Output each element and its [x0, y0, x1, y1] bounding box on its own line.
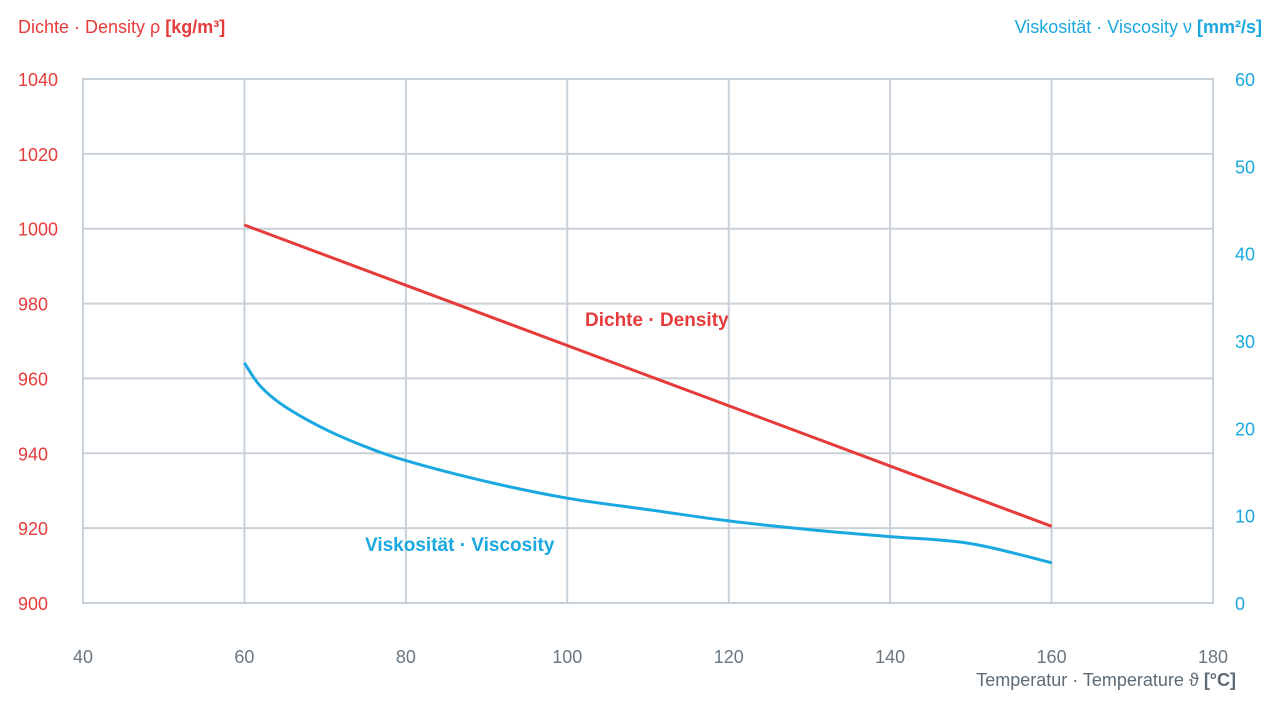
x-tick-label: 80	[396, 647, 416, 667]
y-right-tick-label: 30	[1235, 332, 1255, 352]
plot-frame	[82, 78, 1214, 604]
y-left-axis-unit: [kg/m³]	[165, 17, 226, 37]
x-tick-label: 100	[552, 647, 582, 667]
x-axis-title: Temperatur · Temperature ϑ [°C]	[976, 670, 1236, 691]
x-axis-label: Temperatur · Temperature ϑ	[976, 670, 1199, 690]
x-tick-label: 140	[875, 647, 905, 667]
y-left-tick-label: 1040	[18, 70, 58, 90]
y-left-axis-title: Dichte · Density ρ [kg/m³]	[18, 17, 225, 38]
y-left-tick-label: 900	[18, 594, 48, 614]
y-left-tick-label: 920	[18, 519, 48, 539]
y-left-tick-label: 960	[18, 369, 48, 389]
y-right-tick-label: 0	[1235, 594, 1245, 614]
x-tick-label: 60	[234, 647, 254, 667]
x-tick-label: 40	[73, 647, 93, 667]
x-tick-label: 180	[1198, 647, 1228, 667]
y-left-tick-label: 980	[18, 295, 48, 315]
y-left-axis-label: Dichte · Density ρ	[18, 17, 161, 37]
density-series-label: Dichte · Density	[585, 310, 729, 331]
y-right-tick-label: 40	[1235, 245, 1255, 265]
y-right-axis-label: Viskosität · Viscosity ν	[1014, 17, 1192, 37]
viscosity-series-label: Viskosität · Viscosity	[365, 535, 555, 556]
grid-lines	[82, 78, 1214, 604]
density-series-line	[243, 223, 1053, 528]
y-right-tick-label: 60	[1235, 70, 1255, 90]
y-left-tick-labels: 1040 1020 1000 980 960 940 920 900	[18, 70, 58, 614]
y-right-tick-label: 20	[1235, 419, 1255, 439]
y-left-tick-label: 1000	[18, 220, 58, 240]
y-right-axis-title: Viskosität · Viscosity ν [mm²/s]	[1015, 17, 1262, 38]
x-axis-unit: [°C]	[1203, 670, 1236, 690]
y-right-tick-label: 50	[1235, 157, 1255, 177]
y-right-tick-label: 10	[1235, 507, 1255, 527]
y-left-tick-label: 940	[18, 444, 48, 464]
y-right-axis-unit: [mm²/s]	[1196, 17, 1262, 37]
x-tick-labels: 40 60 80 100 120 140 160 180	[73, 647, 1228, 667]
viscosity-series-line	[243, 361, 1052, 565]
x-tick-label: 120	[714, 647, 744, 667]
y-right-tick-labels: 60 50 40 30 20 10 0	[1235, 70, 1255, 614]
x-tick-label: 160	[1037, 647, 1067, 667]
y-left-tick-label: 1020	[18, 145, 58, 165]
